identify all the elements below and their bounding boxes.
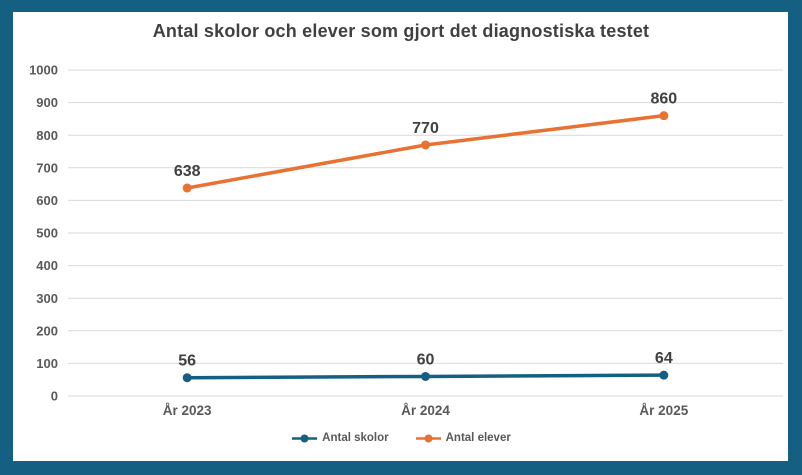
y-axis-tick-label: 100 (36, 356, 58, 371)
data-label-antal-skolor: 64 (655, 350, 673, 367)
data-point-antal-skolor (421, 371, 430, 381)
y-axis-tick-label: 500 (36, 226, 58, 241)
data-point-antal-skolor (182, 373, 192, 383)
data-point-antal-elever (182, 183, 192, 193)
y-axis-tick-label: 300 (36, 291, 58, 306)
data-label-antal-skolor: 56 (178, 353, 196, 370)
legend-item-antal-skolor: Antal skolor (291, 432, 389, 444)
data-point-antal-skolor (659, 370, 669, 380)
data-label-antal-skolor: 60 (417, 351, 435, 368)
x-axis-label: År 2025 (639, 403, 688, 418)
data-label-antal-elever: 860 (650, 91, 677, 108)
legend-item-antal-elever: Antal elever (415, 432, 511, 444)
line-marker-icon (415, 434, 441, 442)
y-axis-tick-label: 0 (51, 389, 58, 404)
data-point-antal-elever (659, 111, 669, 121)
y-axis-tick-label: 400 (36, 258, 58, 273)
legend-label: Antal skolor (322, 432, 389, 444)
data-point-antal-elever (421, 140, 430, 150)
data-label-antal-elever: 638 (174, 163, 201, 180)
data-label-antal-elever: 770 (412, 120, 439, 137)
chart-legend: Antal skolor Antal elever (0, 432, 802, 444)
x-axis-label: År 2023 (163, 403, 212, 418)
chart-panel (13, 12, 788, 461)
y-axis-tick-label: 1000 (29, 63, 58, 78)
chart-title: Antal skolor och elever som gjort det di… (152, 21, 650, 41)
y-axis-tick-label: 200 (36, 323, 58, 338)
legend-label: Antal elever (445, 432, 511, 444)
line-marker-icon (292, 434, 318, 442)
y-axis-tick-label: 600 (36, 193, 58, 208)
x-axis-label: År 2024 (401, 403, 450, 418)
y-axis-tick-label: 800 (36, 128, 58, 143)
y-axis-tick-label: 900 (36, 95, 58, 110)
y-axis-tick-label: 700 (36, 160, 58, 175)
